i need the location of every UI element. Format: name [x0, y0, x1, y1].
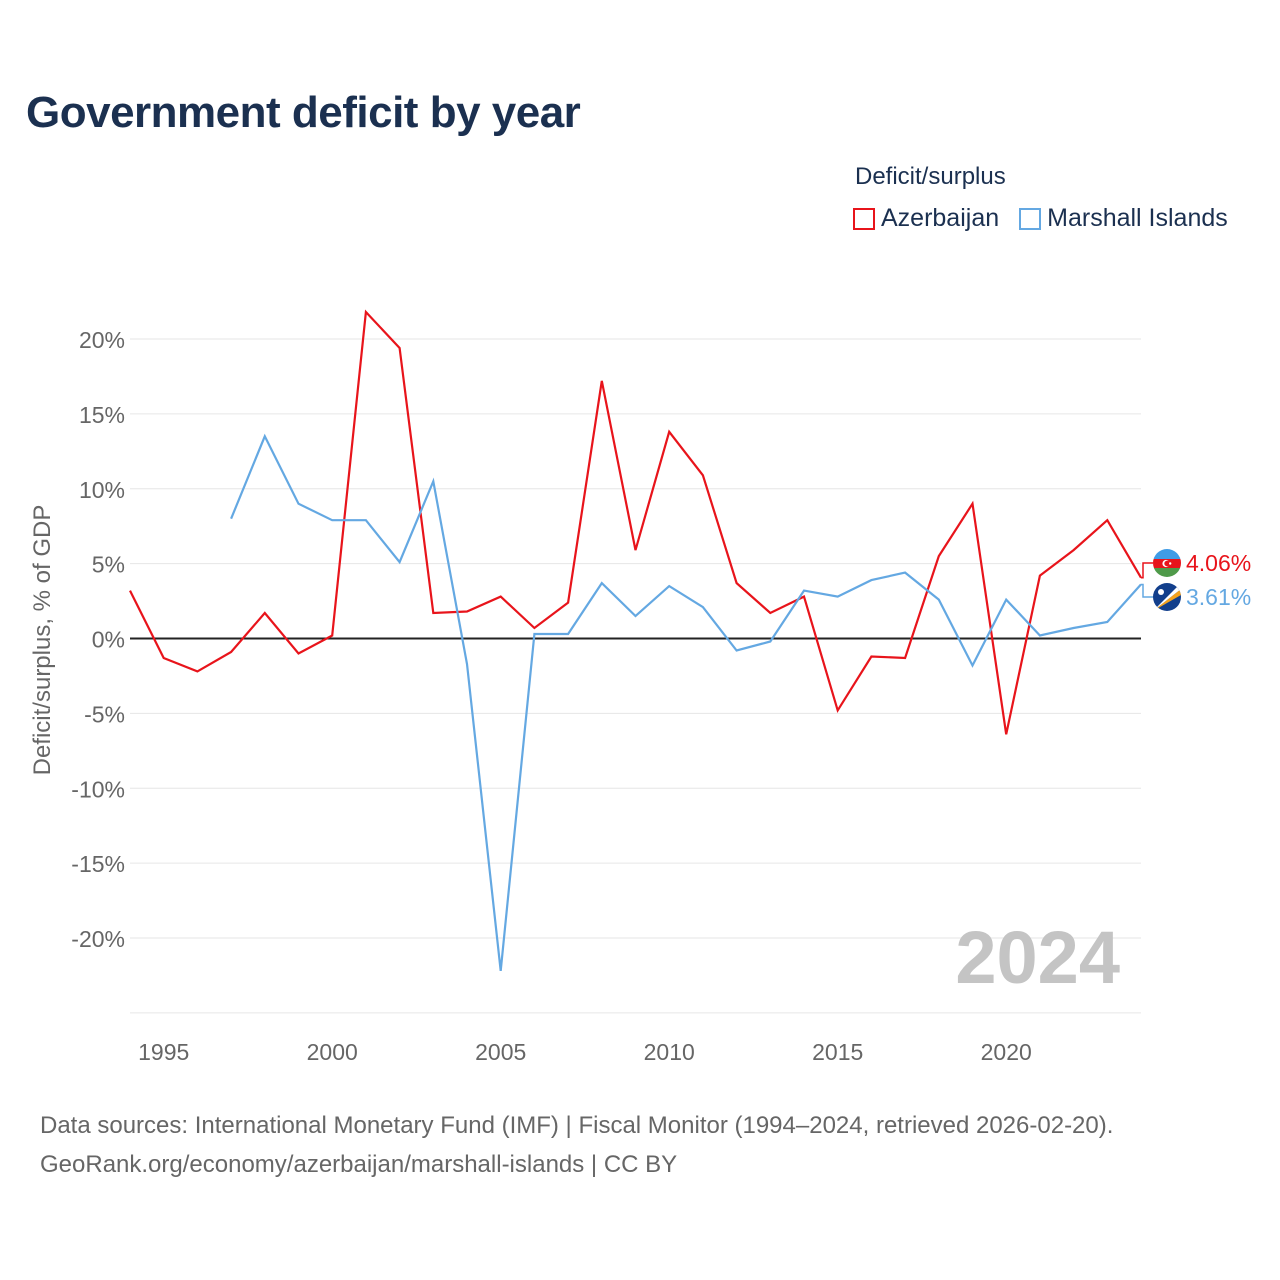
source-note: Data sources: International Monetary Fun…: [40, 1112, 1114, 1139]
gridlines: [130, 338, 1141, 1014]
x-tick-label: 2010: [644, 1039, 695, 1065]
y-tick-label: 15%: [79, 402, 125, 428]
end-label-azerbaijan: 4.06%: [1186, 550, 1251, 576]
y-tick-label: 5%: [92, 552, 125, 578]
end-labels: 4.06% 3.61%: [1141, 549, 1251, 611]
y-tick-label: 20%: [79, 327, 125, 353]
series-line-azerbaijan: [129, 309, 1142, 735]
legend-item-azerbaijan[interactable]: Azerbaijan: [853, 204, 999, 233]
y-axis-ticks: 20% 15% 10% 5% 0% -5% -10% -15% -20%: [71, 327, 125, 952]
legend-title: Deficit/surplus: [855, 163, 1006, 190]
flag-marshall-islands-icon: [1153, 583, 1181, 611]
series-line-marshall-islands: [230, 433, 1142, 972]
x-tick-label: 2005: [475, 1039, 526, 1065]
legend-label-marshall-islands: Marshall Islands: [1047, 204, 1228, 232]
footer: Data sources: International Monetary Fun…: [40, 1106, 1113, 1184]
chart-title: Government deficit by year: [26, 88, 581, 137]
x-tick-label: 2020: [981, 1039, 1032, 1065]
x-axis-ticks: 1995 2000 2005 2010 2015 2020: [138, 1039, 1032, 1065]
y-tick-label: -20%: [71, 926, 125, 952]
legend-swatch-azerbaijan: [853, 207, 875, 230]
legend-item-marshall-islands[interactable]: Marshall Islands: [1019, 204, 1228, 233]
y-tick-label: -15%: [71, 851, 125, 877]
end-connector-marshall-islands: [1141, 583, 1153, 598]
legend-swatch-marshall-islands: [1019, 207, 1042, 230]
y-tick-label: -10%: [71, 776, 125, 802]
end-connector-azerbaijan: [1141, 562, 1153, 579]
y-tick-label: 0%: [92, 627, 125, 653]
y-tick-label: -5%: [84, 701, 125, 727]
series-lines: [129, 309, 1142, 972]
flag-azerbaijan-icon: [1153, 549, 1181, 577]
y-axis-label: Deficit/surplus, % of GDP: [29, 505, 56, 776]
x-tick-label: 2015: [812, 1039, 863, 1065]
year-watermark: 2024: [955, 916, 1120, 999]
attribution-link[interactable]: GeoRank.org/economy/azerbaijan/marshall-…: [40, 1151, 678, 1178]
legend: Azerbaijan Marshall Islands: [853, 204, 1228, 233]
x-tick-label: 1995: [138, 1039, 189, 1065]
end-label-marshall-islands: 3.61%: [1186, 584, 1251, 610]
legend-label-azerbaijan: Azerbaijan: [881, 204, 1000, 232]
line-chart: 20% 15% 10% 5% 0% -5% -10% -15% -20% 1995 2000 200…: [29, 309, 1251, 1065]
x-tick-label: 2000: [307, 1039, 358, 1065]
y-tick-label: 10%: [79, 477, 125, 503]
